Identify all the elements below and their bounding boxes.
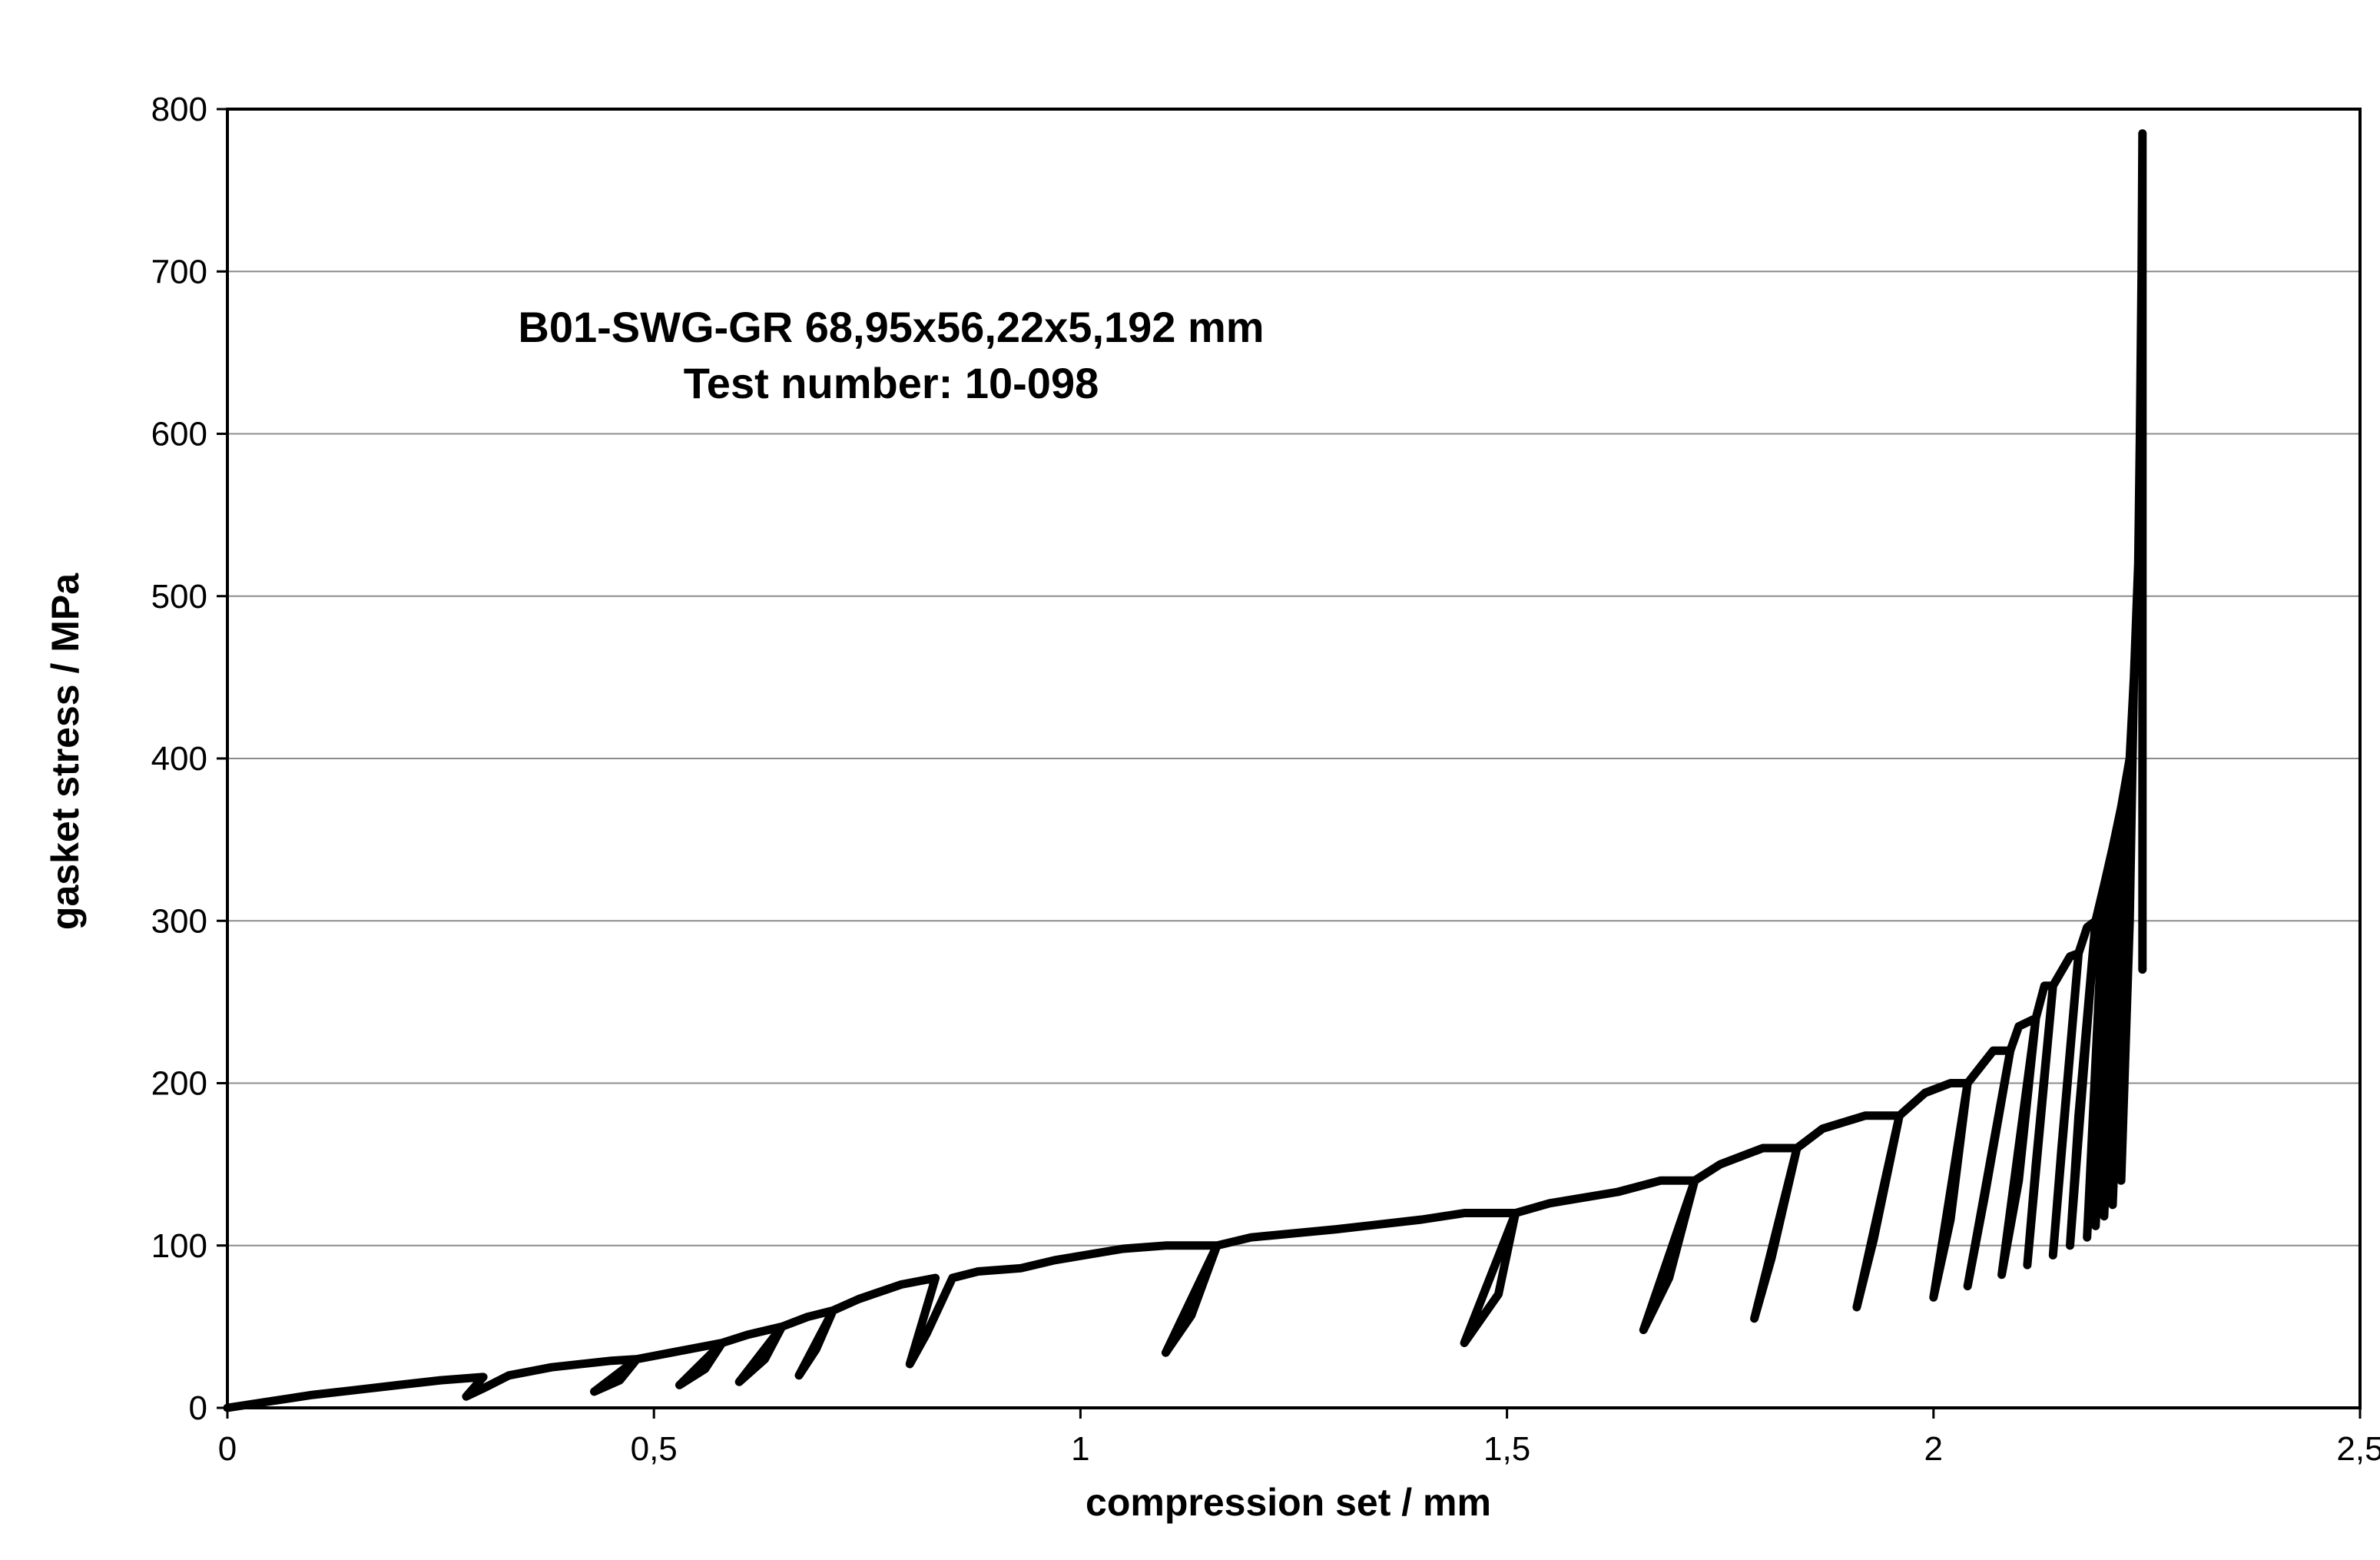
- data-series: [223, 129, 2147, 1412]
- tick-labels: 0 100 200 300 400 500 600 700 800 0 0,5 1 1,5 2 2,5: [151, 91, 2380, 1468]
- y-tick-label: 0: [189, 1389, 207, 1427]
- y-tick-label: 400: [151, 740, 207, 778]
- y-tick-label: 500: [151, 578, 207, 616]
- x-axis-title: compression set / mm: [1086, 1481, 1491, 1524]
- y-tick-label: 600: [151, 416, 207, 453]
- x-tick-label: 2,5: [2336, 1430, 2380, 1468]
- x-tick-label: 0,5: [631, 1430, 678, 1468]
- axis-ticks: [217, 108, 2362, 1419]
- x-tick-label: 1: [1071, 1430, 1089, 1468]
- y-tick-label: 300: [151, 902, 207, 940]
- annotation-test-number: Test number: 10-098: [684, 359, 1099, 407]
- annotation-specimen: B01-SWG-GR 68,95x56,22x5,192 mm: [518, 303, 1264, 351]
- series-line: [223, 129, 2147, 1412]
- y-tick-label: 100: [151, 1227, 207, 1265]
- x-tick-label: 0: [218, 1430, 237, 1468]
- x-tick-label: 2: [1924, 1430, 1943, 1468]
- y-tick-label: 800: [151, 91, 207, 128]
- y-axis-title: gasket stress / MPa: [44, 573, 87, 930]
- grid-lines: [227, 271, 2360, 1246]
- x-tick-label: 1,5: [1483, 1430, 1530, 1468]
- y-tick-label: 700: [151, 253, 207, 290]
- y-tick-label: 200: [151, 1065, 207, 1103]
